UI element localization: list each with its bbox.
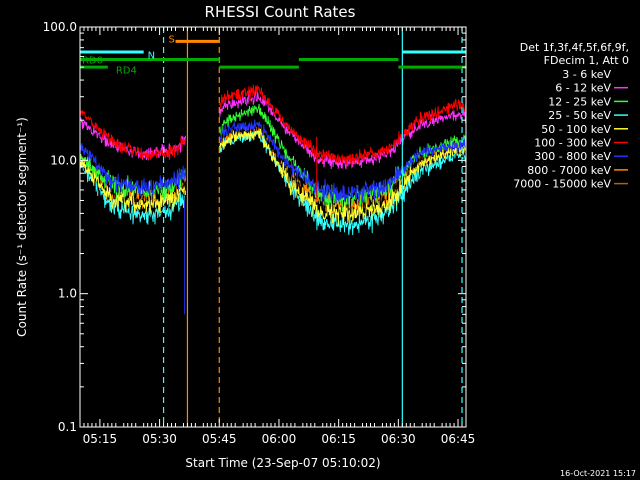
marker-layer [162,27,463,427]
legend-entry-label: 300 - 800 keV [534,150,611,163]
attenuator-layer: S N RD0 RD4 [80,34,466,77]
y-axis-label: Count Rate (s⁻¹ detector segment⁻¹) [15,117,29,337]
x-tick-label: 06:30 [381,432,416,446]
x-tick-label: 06:45 [441,432,476,446]
y-tick-label: 0.1 [58,420,77,434]
series-line-50-100keV [80,128,466,226]
plot-frame [79,26,467,428]
y-tick-label: 10.0 [50,153,77,167]
x-tick-label: 06:00 [262,432,297,446]
legend-entry-label: 6 - 12 keV [555,82,611,95]
legend-entry-label: 3 - 6 keV [562,68,611,81]
state-label-rd4: RD4 [116,66,137,77]
legend-entry-label: 12 - 25 keV [548,95,611,108]
legend: Det 1f,3f,4f,5f,6f,9f, FDecim 1, Att 0 3… [513,41,629,191]
axis-layer: 100.0 10.0 1.0 0.1 05:15 05:30 05:45 06:00 06:15… [43,20,476,446]
state-label-rd0: RD0 [82,56,103,67]
y-tick-label: 1.0 [58,287,77,301]
state-label-n: N [148,51,155,62]
x-tick-label: 05:30 [142,432,177,446]
plot-area: S N RD0 RD4 [79,26,467,428]
series-line-100-300keV [80,84,466,169]
x-tick-label: 05:15 [83,432,118,446]
footer-date: 16-Oct-2021 15:17 [560,469,636,478]
legend-header-line-1: Det 1f,3f,4f,5f,6f,9f, [520,41,629,54]
legend-entry-label: 800 - 7000 keV [527,164,611,177]
legend-header-line-2: FDecim 1, Att 0 [544,54,629,67]
legend-entry-label: 100 - 300 keV [534,137,611,150]
series-line-300-800keV [80,119,466,204]
series-layer [80,84,466,315]
y-tick-label: 100.0 [43,20,77,34]
x-tick-label: 05:45 [202,432,237,446]
chart-title: RHESSI Count Rates [205,3,356,21]
state-bar-label-1: S [169,34,175,45]
legend-entry-label: 25 - 50 keV [548,109,611,122]
legend-entry-label: 7000 - 15000 keV [513,178,611,191]
x-axis-label: Start Time (23-Sep-07 05:10:02) [185,456,380,470]
x-tick-label: 06:15 [321,432,356,446]
legend-entry-label: 50 - 100 keV [541,123,611,136]
